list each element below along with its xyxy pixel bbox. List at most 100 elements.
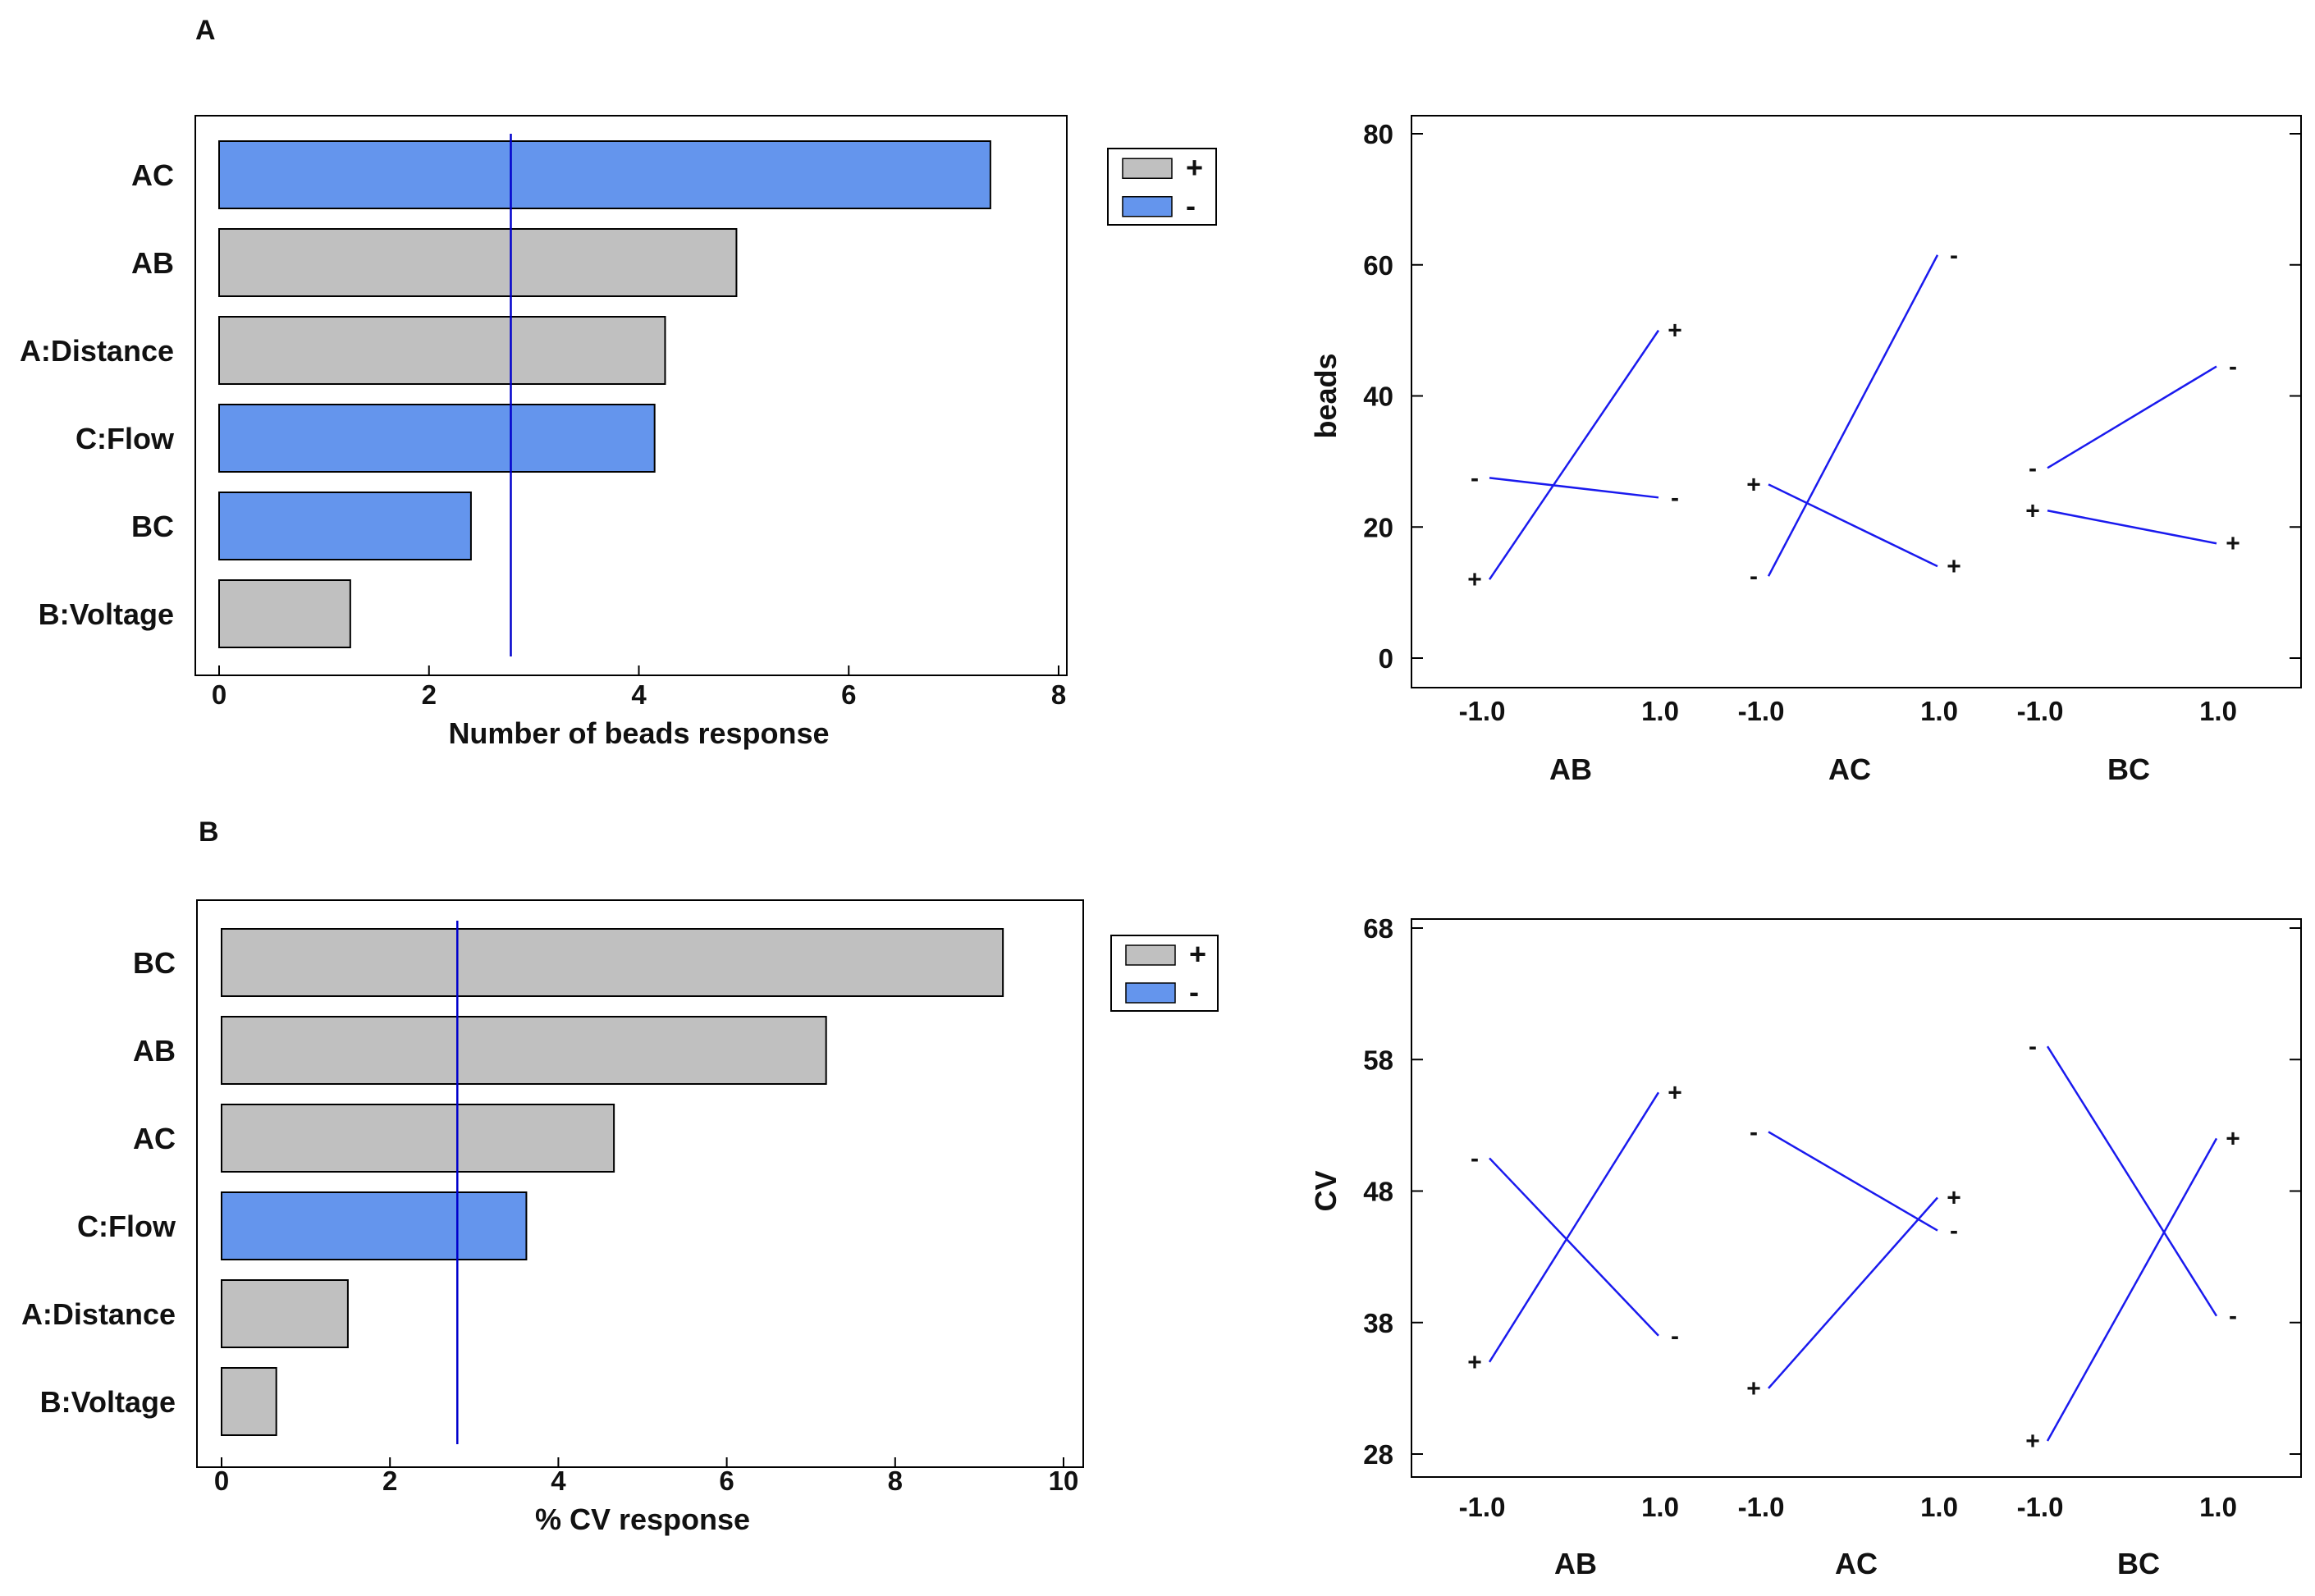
x-axis-title: Number of beads response	[448, 716, 829, 750]
legend-label: +	[1189, 937, 1206, 971]
interaction-line	[1488, 329, 1660, 580]
level-marker: -	[1671, 484, 1679, 511]
interaction-line	[1488, 1091, 1660, 1363]
x-tick-label: 4	[551, 1466, 566, 1496]
level-marker: +	[1668, 1079, 1682, 1106]
x-tick-label: 0	[212, 679, 226, 710]
bar	[221, 1191, 528, 1260]
level-marker: -	[2029, 455, 2037, 482]
level-marker: -	[1471, 1145, 1479, 1172]
legend-swatch	[1122, 158, 1173, 179]
interaction-line	[1768, 1131, 1938, 1232]
y-tick-label: 80	[1363, 119, 1393, 149]
legend-label: +	[1186, 150, 1203, 184]
bar	[218, 579, 351, 648]
x-tick-label: 8	[1051, 679, 1066, 710]
level-marker: -	[1471, 464, 1479, 492]
pareto-chart-a: A AC AB A:Distance C:Flow BC B:Voltage 0 2 4 6 8 Num…	[20, 15, 1217, 750]
interaction-line	[2046, 1045, 2218, 1317]
plot-frame	[196, 899, 1084, 1468]
y-tick-label: 60	[1363, 250, 1393, 281]
bar	[221, 1279, 349, 1348]
x-tick-label: 10	[1049, 1466, 1079, 1496]
x-tick-label: 1.0	[1641, 696, 1679, 726]
factor-group-label: AC	[1835, 1547, 1878, 1580]
interaction-plot-cv: 28 38 48 58 68 CV -1.0 1.0 AB + + - - -1.0 1.0 AC - - + + -1…	[1309, 913, 2302, 1580]
level-marker: +	[2226, 1125, 2240, 1152]
category-label: BC	[131, 510, 174, 543]
level-marker: -	[2029, 1033, 2037, 1060]
x-tick-label: -1.0	[2017, 1492, 2064, 1522]
level-marker: +	[1947, 553, 1961, 580]
level-marker: +	[2025, 1428, 2040, 1455]
bar	[218, 316, 666, 385]
level-marker: +	[1947, 1185, 1961, 1212]
level-marker: -	[2229, 1303, 2237, 1330]
category-label: C:Flow	[75, 422, 175, 455]
category-label: BC	[133, 946, 176, 980]
factor-group-label: BC	[2107, 752, 2150, 786]
y-tick-label: 38	[1363, 1308, 1393, 1338]
category-label: AC	[131, 158, 174, 192]
bar	[218, 492, 472, 560]
interaction-line	[1489, 1157, 1659, 1337]
interaction-line	[1767, 254, 1939, 577]
legend-label: -	[1186, 189, 1196, 222]
factor-group-label: AB	[1554, 1547, 1597, 1580]
y-tick-label: 68	[1363, 913, 1393, 944]
level-marker: +	[1668, 318, 1682, 345]
x-tick-label: 6	[719, 1466, 734, 1496]
category-label: AC	[133, 1122, 176, 1155]
category-label: B:Voltage	[40, 1385, 176, 1419]
x-tick-label: 1.0	[1920, 696, 1958, 726]
x-tick-label: 0	[214, 1466, 229, 1496]
level-marker: +	[1746, 1375, 1761, 1402]
category-label: B:Voltage	[39, 597, 174, 631]
interaction-line	[1768, 483, 1938, 568]
bar	[221, 1016, 827, 1085]
x-tick-label: 6	[841, 679, 856, 710]
category-label: A:Distance	[21, 1297, 176, 1331]
y-axis-title: CV	[1309, 1170, 1343, 1211]
y-tick-label: 58	[1363, 1045, 1393, 1075]
category-label: AB	[131, 246, 174, 280]
factor-group-label: BC	[2117, 1547, 2160, 1580]
pareto-chart-b: B BC AB AC C:Flow A:Distance B:Voltage 0 2 4 6 8 10%…	[21, 816, 1219, 1536]
factor-group-label: AB	[1549, 752, 1592, 786]
level-marker: +	[1467, 566, 1482, 593]
x-tick-label: -1.0	[1459, 1492, 1506, 1522]
interaction-line	[1489, 477, 1659, 499]
x-tick-label: -1.0	[1738, 1492, 1785, 1522]
level-marker: -	[1750, 1118, 1758, 1146]
level-marker: -	[1750, 563, 1758, 590]
interaction-line	[2047, 510, 2217, 545]
x-tick-label: 1.0	[2199, 696, 2237, 726]
panel-label: A	[195, 15, 216, 46]
y-tick-label: 40	[1363, 382, 1393, 412]
bar	[221, 1367, 277, 1436]
level-marker: -	[1671, 1323, 1679, 1350]
level-marker: +	[2025, 497, 2040, 524]
y-tick-label: 28	[1363, 1439, 1393, 1470]
x-tick-label: 1.0	[1920, 1492, 1958, 1522]
legend-swatch	[1125, 944, 1176, 966]
x-tick-label: 4	[631, 679, 647, 710]
category-label: A:Distance	[20, 334, 174, 368]
x-tick-label: 2	[382, 1466, 397, 1496]
level-marker: +	[2226, 530, 2240, 557]
y-tick-label: 0	[1379, 643, 1393, 674]
panel-label: B	[199, 816, 219, 848]
level-marker: +	[1746, 471, 1761, 498]
x-tick-label: -1.0	[1459, 696, 1506, 726]
x-tick-label: -1.0	[1738, 696, 1785, 726]
level-marker: -	[1950, 242, 1958, 269]
x-tick-label: 1.0	[2199, 1492, 2237, 1522]
legend-label: -	[1189, 975, 1199, 1008]
legend-swatch	[1125, 982, 1176, 1004]
factor-group-label: AC	[1828, 752, 1871, 786]
plot-frame	[1411, 918, 2302, 1478]
y-tick-label: 48	[1363, 1177, 1393, 1207]
bar	[221, 928, 1004, 997]
